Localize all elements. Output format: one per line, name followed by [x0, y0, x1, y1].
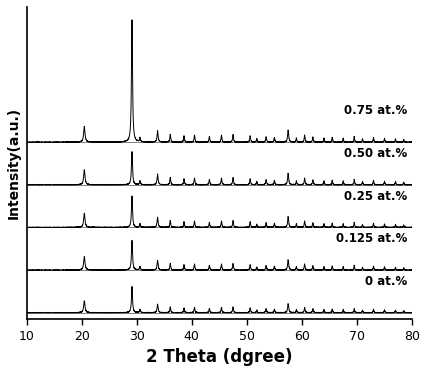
Text: 0.125 at.%: 0.125 at.% [336, 232, 407, 245]
Text: 0.50 at.%: 0.50 at.% [344, 147, 407, 160]
X-axis label: 2 Theta (dgree): 2 Theta (dgree) [146, 348, 292, 366]
Y-axis label: Intensity(a.u.): Intensity(a.u.) [7, 107, 21, 219]
Text: 0.75 at.%: 0.75 at.% [344, 104, 407, 117]
Text: 0.25 at.%: 0.25 at.% [344, 190, 407, 203]
Text: 0 at.%: 0 at.% [365, 275, 407, 288]
